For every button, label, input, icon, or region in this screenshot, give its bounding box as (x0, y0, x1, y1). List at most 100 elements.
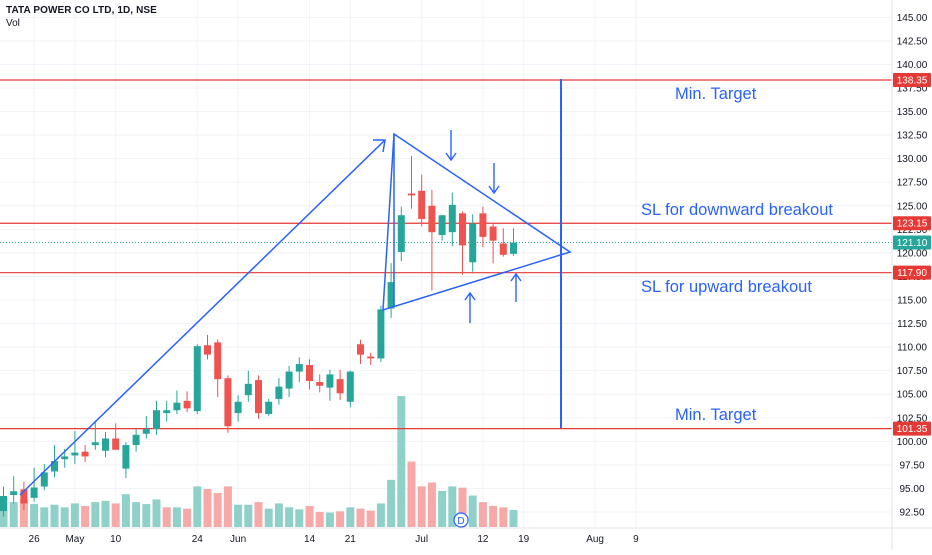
candle-body (91, 442, 99, 446)
candle (428, 189, 436, 291)
trend-drawings[interactable] (19, 79, 572, 496)
uptrend-arrow-head (373, 139, 386, 153)
candle-body (214, 342, 222, 380)
candle (234, 395, 242, 422)
price-tick-label: 100.00 (897, 437, 928, 448)
uptrend-line[interactable] (19, 139, 386, 496)
level-price-label: 101.35 (897, 424, 928, 435)
volume-bar (81, 506, 90, 527)
volume-bar (346, 507, 355, 527)
volume-bar (70, 503, 79, 527)
candle (397, 206, 405, 262)
candle-body (20, 489, 28, 504)
volume-bar (325, 512, 334, 527)
volume-bar (193, 486, 202, 527)
candle (510, 228, 517, 256)
volume-bar (244, 504, 253, 527)
candle-body (142, 429, 150, 434)
candle-body (326, 374, 334, 388)
candle-body (193, 346, 201, 412)
price-tick-label: 145.00 (897, 13, 928, 24)
candle (469, 214, 477, 272)
candle (204, 334, 211, 360)
candle (479, 206, 487, 248)
candle-body (367, 356, 375, 359)
level-price-label: 117.90 (897, 268, 927, 279)
candle (265, 398, 273, 416)
candle-body (336, 379, 344, 394)
volume-bar (162, 507, 171, 527)
volume-bar (9, 502, 18, 527)
price-tick-label: 140.00 (897, 60, 928, 71)
time-tick-label: 12 (477, 534, 489, 545)
time-tick-label: 19 (518, 534, 530, 545)
horizontal-levels[interactable] (0, 79, 892, 430)
dividend-marker[interactable]: D (453, 512, 469, 528)
volume-bar (315, 511, 324, 527)
time-tick-label: Jul (415, 534, 428, 545)
candle-body (122, 445, 130, 469)
candle-body (224, 378, 232, 427)
level-price-label: 123.15 (897, 219, 928, 230)
candle-body (173, 402, 181, 411)
volume-bar (295, 509, 304, 527)
candle-body (132, 434, 140, 446)
price-tick-label: 132.50 (897, 131, 928, 142)
candle (275, 378, 283, 405)
volume-bar (305, 506, 314, 527)
candle (163, 400, 171, 422)
price-tick-label: 122.50 (897, 225, 928, 236)
price-tick-label: 112.50 (897, 319, 927, 330)
volume-bar (203, 489, 212, 527)
volume-bar (254, 502, 263, 527)
candle (459, 211, 466, 275)
time-tick-label: May (65, 534, 84, 545)
volume-bar (101, 500, 110, 527)
candle (387, 263, 395, 318)
candle-body (316, 381, 324, 386)
time-tick-label: 10 (110, 534, 122, 545)
price-tick-label: 137.50 (897, 84, 928, 95)
symmetrical-triangle[interactable] (382, 132, 572, 312)
volume-bar (499, 507, 508, 527)
price-tick-label: 92.50 (899, 507, 924, 518)
candle (10, 476, 18, 504)
candle-body (295, 364, 303, 372)
volume-bar (264, 508, 273, 527)
volume-bar (111, 503, 120, 527)
price-axis[interactable]: 92.5095.0097.50100.00102.50105.00107.501… (891, 0, 928, 550)
candle-body (346, 371, 354, 402)
last-price-label: 121.10 (897, 238, 928, 249)
candle-body (377, 309, 385, 359)
candle (295, 357, 303, 382)
candle-body (10, 491, 18, 496)
arrow-up-icon (510, 272, 522, 302)
level-price-label-bg (893, 73, 931, 88)
candle-body (153, 410, 160, 430)
candle-body (112, 438, 120, 450)
volume-bar (458, 487, 467, 527)
volume-bar (427, 482, 436, 527)
candle (81, 445, 89, 463)
candle-body (183, 400, 191, 409)
price-tick-label: 95.00 (899, 484, 924, 495)
price-axis-labels: 138.35 123.15 117.90 101.35 121.10 (893, 73, 931, 436)
candle (142, 415, 150, 439)
candle-body (30, 487, 38, 498)
volume-bar (397, 396, 406, 527)
candle-body (408, 193, 415, 196)
volume-bar (285, 507, 294, 527)
candle (91, 420, 99, 450)
volume-bar (274, 503, 283, 527)
candle (244, 370, 252, 402)
chart-legend: TATA POWER CO LTD, 1D, NSE Vol (6, 4, 157, 30)
volume-bar (91, 502, 100, 527)
volume-bar (152, 499, 161, 527)
candle (489, 222, 497, 264)
candle (336, 369, 344, 400)
candle (408, 155, 415, 209)
time-axis[interactable]: 26 May 10 24 Jun 14 21 Jul 12 19 Aug 9 (0, 527, 932, 545)
candle (255, 375, 262, 419)
